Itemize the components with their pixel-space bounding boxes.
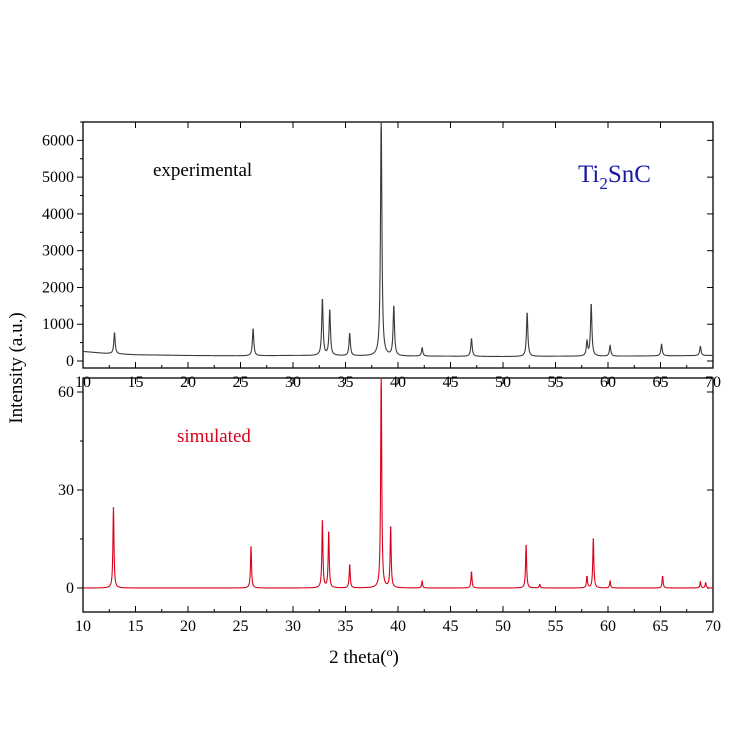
top-y-tick-label: 1000	[42, 316, 74, 333]
top-y-tick-label: 6000	[42, 132, 74, 149]
simulated-peak-point	[699, 581, 702, 583]
simulated-peak-point	[586, 575, 588, 578]
simulated-peak-point	[609, 580, 611, 583]
experimental-peak-point	[660, 344, 663, 346]
bottom-x-tick-label: 40	[390, 618, 406, 635]
experimental-series-line	[82, 121, 713, 358]
top-y-tick-label: 0	[66, 353, 74, 370]
simulated-peak-point	[389, 526, 392, 529]
top-y-tick-label: 5000	[42, 169, 74, 186]
experimental-peak-point	[328, 309, 331, 312]
bottom-x-tick-label: 65	[653, 618, 669, 635]
simulated-peak-point	[112, 507, 115, 509]
bottom-x-tick-label: 30	[285, 618, 301, 635]
bottom-y-tick-label: 0	[66, 580, 74, 597]
simulated-peak-point	[327, 531, 330, 534]
x-axis-label: 2 theta(º)	[329, 647, 399, 668]
top-y-tick-label: 2000	[42, 279, 74, 296]
experimental-peak-point	[699, 345, 702, 348]
experimental-peak-point	[590, 303, 592, 306]
simulated-peak-point	[704, 582, 707, 584]
bottom-y-tick-label: 30	[58, 482, 74, 499]
experimental-peak-point	[113, 332, 116, 334]
experimental-peak-point	[380, 121, 383, 123]
simulated-peak-point	[321, 520, 324, 522]
bottom-x-tick-label: 25	[233, 618, 249, 635]
bottom-x-tick-label: 50	[495, 618, 511, 635]
experimental-peak-point	[470, 338, 473, 340]
experimental-peak-point	[526, 312, 528, 315]
bottom-x-tick-label: 35	[338, 618, 354, 635]
experimental-peak-point	[586, 341, 588, 344]
bottom-y-tick-label: 60	[58, 384, 74, 401]
formula-rest: SnC	[608, 161, 651, 188]
simulated-peak-point	[348, 564, 351, 566]
bottom-x-tick-label: 20	[180, 618, 196, 635]
simulated-series-line	[83, 377, 713, 589]
bottom-x-tick-label: 60	[600, 618, 616, 635]
simulated-peak-point	[592, 538, 595, 540]
simulated-peak-point	[250, 546, 252, 548]
bottom-plot-frame	[82, 377, 714, 613]
simulated-peak-point	[661, 575, 664, 578]
simulated-peak-point	[470, 571, 473, 574]
top-y-tick-label: 3000	[42, 243, 74, 260]
bottom-x-tick-label: 10	[75, 618, 91, 635]
bottom-x-tick-label: 45	[443, 618, 459, 635]
formula-main: Ti	[578, 161, 599, 188]
experimental-peak-point	[321, 299, 324, 301]
bottom-x-tick-label: 15	[128, 618, 144, 635]
simulated-panel: 10 15 20 25 30 35 40 45 50 55 60 65 70 0 30 60 simulated	[58, 377, 721, 635]
experimental-peak-point	[609, 345, 611, 347]
bottom-x-tick-label: 70	[705, 618, 721, 635]
simulated-peak-point	[380, 377, 383, 379]
bottom-x-tick-label: 55	[548, 618, 564, 635]
experimental-peak-point	[252, 328, 254, 331]
experimental-peak-point	[393, 306, 395, 308]
experimental-peak-point	[348, 333, 351, 335]
formula-subscript: 2	[599, 174, 608, 193]
y-axis-label: Intensity (a.u.)	[6, 312, 27, 423]
experimental-peak-point	[421, 347, 423, 349]
top-plot-frame	[82, 121, 714, 369]
simulated-peak-point	[525, 544, 527, 547]
simulated-peak-point	[421, 580, 423, 583]
compound-formula: Ti2SnC	[578, 161, 651, 193]
simulated-series-label: simulated	[177, 426, 251, 447]
experimental-series-label: experimental	[153, 160, 252, 181]
top-y-tick-label: 4000	[42, 206, 74, 223]
simulated-peak-point	[538, 583, 541, 586]
